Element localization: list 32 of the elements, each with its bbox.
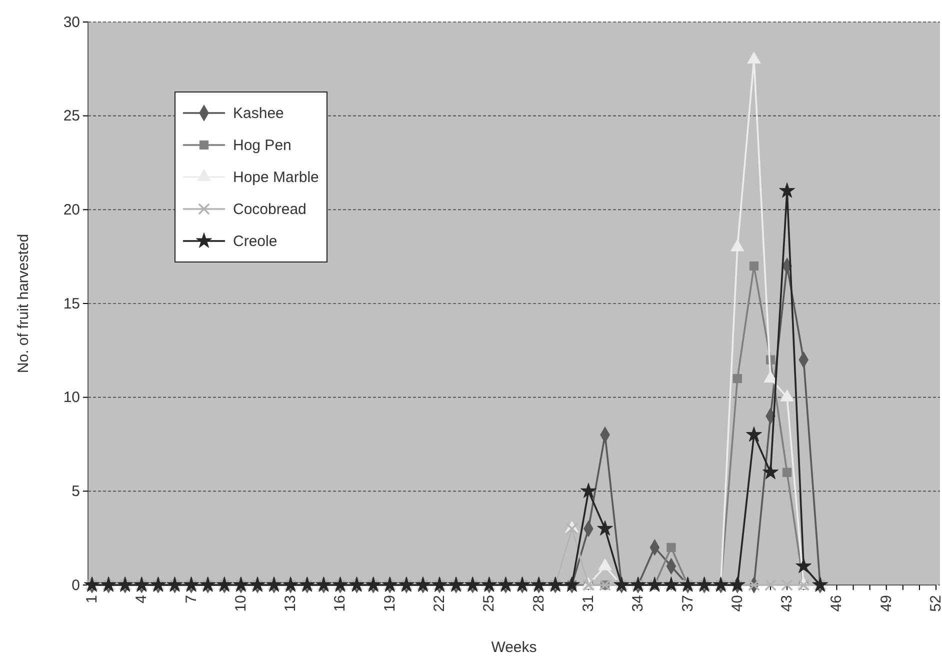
x-tick-label: 4 — [133, 595, 150, 604]
y-axis-title: No. of fruit harvested — [15, 234, 32, 374]
x-tick-label: 37 — [679, 595, 696, 612]
x-tick-label: 13 — [282, 595, 300, 612]
y-tick-label: 5 — [72, 482, 80, 500]
x-tick-label: 19 — [381, 595, 398, 612]
x-axis-title: Weeks — [491, 639, 537, 656]
legend-label: Kashee — [233, 105, 284, 122]
x-tick-label: 40 — [728, 595, 746, 612]
legend-label: Hog Pen — [233, 137, 292, 154]
y-tick-label: 10 — [63, 389, 80, 406]
x-tick-label: 16 — [332, 595, 349, 612]
x-tick-label: 49 — [878, 595, 895, 612]
x-tick-label: 52 — [928, 595, 942, 612]
legend-label: Cocobread — [233, 201, 306, 218]
x-tick-label: 10 — [232, 595, 250, 612]
x-tick-label: 1 — [84, 595, 100, 604]
x-tick-label: 7 — [182, 595, 200, 604]
legend-label: Creole — [233, 233, 278, 250]
x-tick-label: 22 — [431, 595, 448, 612]
x-tick-label: 34 — [630, 595, 647, 612]
x-tick-label: 31 — [580, 595, 597, 612]
y-tick-label: 20 — [63, 201, 80, 218]
x-tick-label: 25 — [480, 595, 498, 612]
legend-label: Hope Marble — [233, 169, 319, 186]
x-tick-label: 28 — [530, 595, 548, 612]
y-tick-label: 25 — [63, 108, 80, 125]
y-tick-label: 15 — [63, 295, 80, 312]
y-tick-label: 0 — [72, 576, 80, 594]
x-tick-label: 43 — [778, 595, 796, 612]
x-tick-label: 46 — [828, 595, 846, 612]
y-tick-label: 30 — [63, 14, 80, 31]
